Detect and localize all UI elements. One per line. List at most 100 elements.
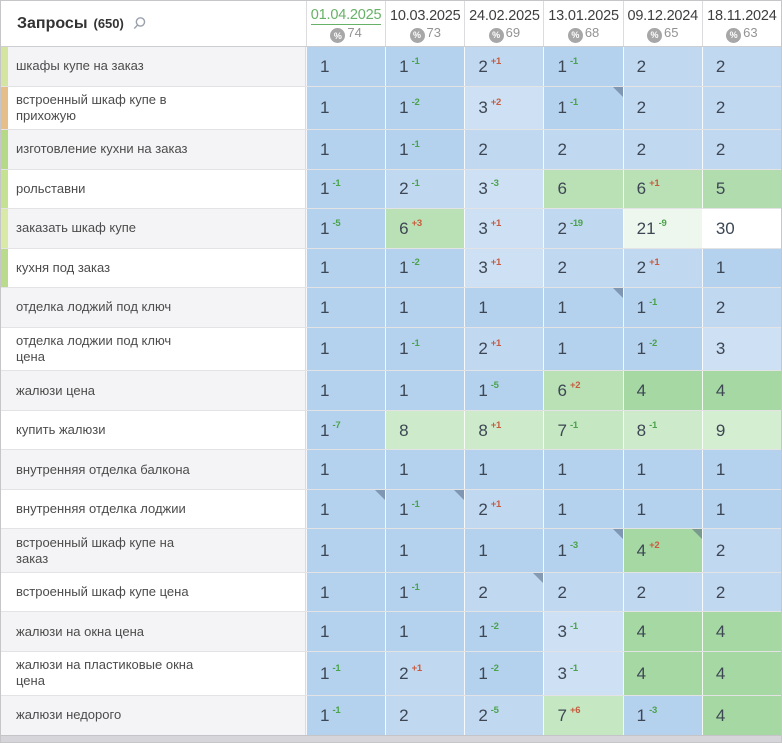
position-cell[interactable]: 1 (543, 327, 623, 371)
position-cell[interactable]: 6 (543, 169, 623, 209)
position-cell[interactable]: 1 -1 (543, 47, 623, 86)
position-cell[interactable]: 9 (701, 410, 781, 450)
keyword-cell[interactable]: отделка лоджии под ключ цена (1, 327, 306, 371)
position-cell[interactable]: 1 (464, 288, 544, 327)
position-cell[interactable]: 1 (464, 529, 544, 572)
position-cell[interactable]: 2 (543, 248, 623, 288)
keyword-cell[interactable]: жалюзи на окна цена (1, 612, 306, 651)
position-cell[interactable]: 3 (701, 327, 781, 371)
position-cell[interactable]: 4 (622, 612, 702, 651)
position-cell[interactable]: 7 +6 (543, 695, 623, 736)
position-cell[interactable]: 2 +1 (385, 651, 465, 695)
position-cell[interactable]: 4 (622, 371, 702, 410)
position-cell[interactable]: 1 (306, 47, 386, 86)
position-cell[interactable]: 1 (701, 248, 781, 288)
position-cell[interactable]: 1 (306, 130, 386, 169)
position-cell[interactable]: 1 -1 (543, 86, 623, 130)
position-cell[interactable]: 2 +1 (464, 489, 544, 529)
position-cell[interactable]: 2 +1 (622, 248, 702, 288)
position-cell[interactable]: 1 -2 (622, 327, 702, 371)
position-cell[interactable]: 21 -9 (622, 209, 702, 248)
position-cell[interactable]: 4 (701, 612, 781, 651)
position-cell[interactable]: 1 (622, 489, 702, 529)
position-cell[interactable]: 1 -2 (464, 612, 544, 651)
keyword-cell[interactable]: шкафы купе на заказ (1, 47, 306, 86)
position-cell[interactable]: 6 +3 (385, 209, 465, 248)
position-cell[interactable]: 1 -2 (385, 86, 465, 130)
position-cell[interactable]: 3 +2 (464, 86, 544, 130)
position-cell[interactable]: 2 (701, 47, 781, 86)
position-cell[interactable]: 7 -1 (543, 410, 623, 450)
position-cell[interactable]: 2 +1 (464, 47, 544, 86)
keyword-cell[interactable]: изготовление кухни на заказ (1, 130, 306, 169)
keyword-cell[interactable]: рольставни (1, 169, 306, 209)
keyword-cell[interactable]: заказать шкаф купе (1, 209, 306, 248)
keyword-cell[interactable]: жалюзи недорого (1, 695, 306, 736)
position-cell[interactable]: 1 -1 (385, 130, 465, 169)
position-cell[interactable]: 1 (464, 450, 544, 489)
position-cell[interactable]: 1 (543, 288, 623, 327)
keyword-cell[interactable]: внутренняя отделка лоджии (1, 489, 306, 529)
position-cell[interactable]: 2 (701, 529, 781, 572)
position-cell[interactable]: 2 (701, 86, 781, 130)
date-link[interactable]: 01.04.2025 (310, 7, 382, 25)
position-cell[interactable]: 2 (622, 572, 702, 612)
date-link[interactable]: 24.02.2025 (469, 7, 540, 24)
position-cell[interactable]: 1 (385, 612, 465, 651)
position-cell[interactable]: 1 -1 (306, 651, 386, 695)
keyword-cell[interactable]: встроенный шкаф купе на заказ (1, 529, 306, 572)
position-cell[interactable]: 4 (701, 695, 781, 736)
date-link[interactable]: 09.12.2024 (627, 7, 699, 24)
position-cell[interactable]: 1 (385, 288, 465, 327)
position-cell[interactable]: 1 (701, 450, 781, 489)
keyword-cell[interactable]: купить жалюзи (1, 410, 306, 450)
position-cell[interactable]: 1 -1 (622, 288, 702, 327)
position-cell[interactable]: 2 +1 (464, 327, 544, 371)
position-cell[interactable]: 1 (306, 450, 386, 489)
position-cell[interactable]: 1 -1 (385, 47, 465, 86)
position-cell[interactable]: 1 -2 (385, 248, 465, 288)
position-cell[interactable]: 2 (464, 572, 544, 612)
position-cell[interactable]: 3 -1 (543, 612, 623, 651)
keyword-cell[interactable]: отделка лоджий под ключ (1, 288, 306, 327)
position-cell[interactable]: 3 +1 (464, 248, 544, 288)
position-cell[interactable]: 1 -1 (306, 169, 386, 209)
position-cell[interactable]: 1 -1 (385, 572, 465, 612)
position-cell[interactable]: 2 (464, 130, 544, 169)
keyword-cell[interactable]: встроенный шкаф купе в прихожую (1, 86, 306, 130)
position-cell[interactable]: 2 (385, 695, 465, 736)
position-cell[interactable]: 1 (622, 450, 702, 489)
position-cell[interactable]: 8 +1 (464, 410, 544, 450)
position-cell[interactable]: 8 -1 (622, 410, 702, 450)
position-cell[interactable]: 1 (306, 248, 386, 288)
position-cell[interactable]: 1 -3 (543, 529, 623, 572)
position-cell[interactable]: 1 (306, 327, 386, 371)
position-cell[interactable]: 1 -2 (464, 651, 544, 695)
position-cell[interactable]: 1 (543, 489, 623, 529)
position-cell[interactable]: 1 (306, 288, 386, 327)
position-cell[interactable]: 1 -7 (306, 410, 386, 450)
position-cell[interactable]: 1 -5 (306, 209, 386, 248)
position-cell[interactable]: 3 -3 (464, 169, 544, 209)
position-cell[interactable]: 2 (622, 47, 702, 86)
position-cell[interactable]: 1 (385, 450, 465, 489)
position-cell[interactable]: 1 -5 (464, 371, 544, 410)
position-cell[interactable]: 2 -1 (385, 169, 465, 209)
position-cell[interactable]: 8 (385, 410, 465, 450)
position-cell[interactable]: 2 -5 (464, 695, 544, 736)
keyword-cell[interactable]: жалюзи цена (1, 371, 306, 410)
position-cell[interactable]: 4 (701, 651, 781, 695)
horizontal-scrollbar[interactable] (1, 735, 781, 742)
keyword-cell[interactable]: жалюзи на пластиковые окна цена (1, 651, 306, 695)
position-cell[interactable]: 3 -1 (543, 651, 623, 695)
position-cell[interactable]: 1 (306, 489, 386, 529)
position-cell[interactable]: 1 (306, 612, 386, 651)
position-cell[interactable]: 30 (701, 209, 781, 248)
position-cell[interactable]: 1 (306, 529, 386, 572)
position-cell[interactable]: 1 (543, 450, 623, 489)
position-cell[interactable]: 6 +2 (543, 371, 623, 410)
date-link[interactable]: 10.03.2025 (389, 7, 461, 24)
position-cell[interactable]: 1 -1 (385, 489, 465, 529)
position-cell[interactable]: 1 (306, 371, 386, 410)
keyword-cell[interactable]: встроенный шкаф купе цена (1, 572, 306, 612)
